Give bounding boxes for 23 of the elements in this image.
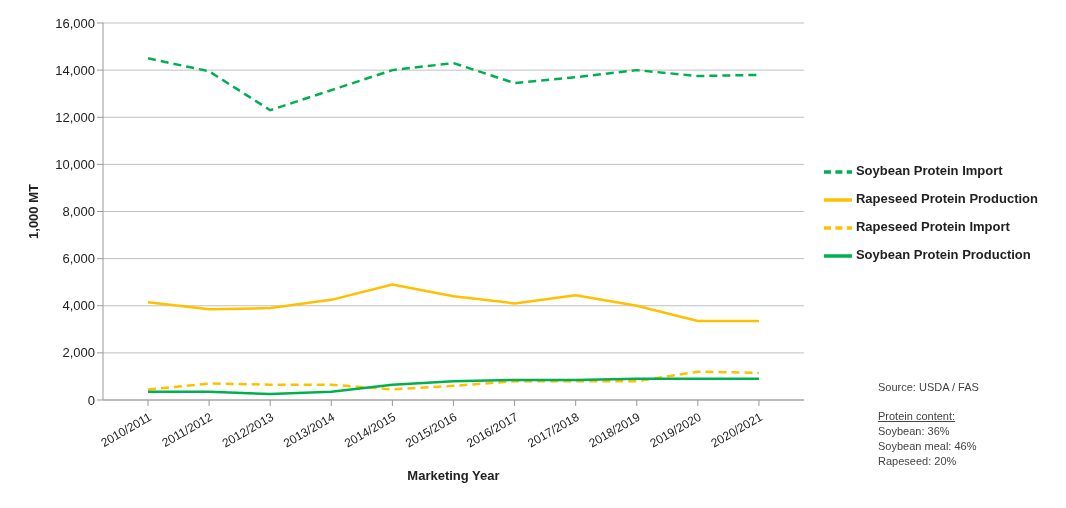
y-tick-label: 2,000 <box>62 345 95 361</box>
text: Protein content: <box>878 409 957 424</box>
source-note: Source: USDA / FAS <box>878 380 979 395</box>
line-series <box>146 377 761 396</box>
line-series <box>146 370 761 391</box>
y-tick-label: 16,000 <box>55 15 95 31</box>
y-tick-label: 0 <box>87 392 95 408</box>
legend-label: Soybean Protein Production <box>855 247 1031 263</box>
text: Soybean: 36% <box>878 424 951 439</box>
x-axis-title: Marketing Year <box>407 468 500 483</box>
y-tick-label: 6,000 <box>62 251 95 267</box>
y-tick-label: 10,000 <box>55 156 95 172</box>
legend-label: Soybean Protein Import <box>855 163 1003 179</box>
y-tick-label: 4,000 <box>62 298 95 314</box>
text: Soybean meal: 46% <box>878 439 978 454</box>
y-tick-label: 8,000 <box>62 204 95 220</box>
line-series <box>146 283 761 323</box>
y-axis-title: 1,000 MT <box>25 183 41 239</box>
text: Rapeseed: 20% <box>878 454 958 469</box>
legend-label: Rapeseed Protein Production <box>855 191 1038 207</box>
y-tick-label: 12,000 <box>55 109 95 125</box>
y-tick-label: 14,000 <box>55 62 95 78</box>
legend-label: Rapeseed Protein Import <box>855 219 1010 235</box>
